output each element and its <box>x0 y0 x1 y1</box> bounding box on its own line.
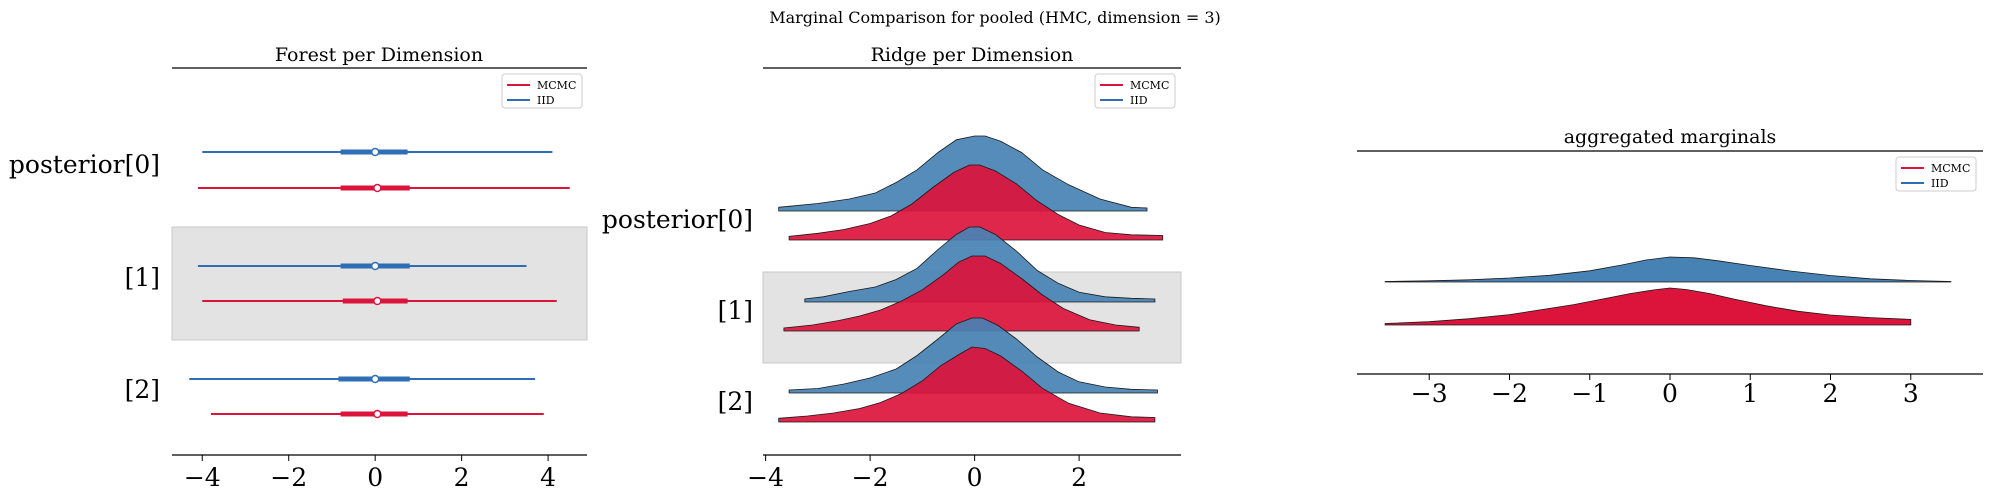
x-tick-label: 2 <box>454 463 470 492</box>
aggregated-density-iid <box>1384 256 1952 283</box>
ridge-density-mcmc <box>788 164 1164 241</box>
x-tick-label: −2 <box>852 463 889 492</box>
point-estimate-iid <box>370 147 380 157</box>
x-tick-label: −2 <box>270 463 307 492</box>
shaded-row-band <box>171 226 588 341</box>
x-tick-label: 2 <box>1071 463 1087 492</box>
x-tick-label: −1 <box>1571 379 1608 408</box>
x-tick-label: −4 <box>184 463 221 492</box>
ridge-density-mcmc <box>783 255 1140 332</box>
legend-label-iid: IID <box>1130 94 1148 107</box>
point-estimate-mcmc <box>373 296 382 306</box>
point-estimate-mcmc <box>373 183 382 193</box>
x-tick-label: 0 <box>967 463 983 492</box>
y-label-row-0: posterior[0] <box>9 150 160 179</box>
aggregated-title: aggregated marginals <box>1564 126 1777 148</box>
ridge-panel: Ridge per Dimension −4 −2 0 2 posterior[0] [1… <box>602 44 1182 492</box>
y-label-row-1: [1] <box>125 263 160 292</box>
aggregated-density-mcmc <box>1384 287 1912 326</box>
forest-title: Forest per Dimension <box>275 44 483 66</box>
x-tick-label: 3 <box>1903 379 1919 408</box>
x-tick-label: −2 <box>1491 379 1528 408</box>
x-tick-label: −3 <box>1411 379 1448 408</box>
legend-label-iid: IID <box>537 94 555 107</box>
y-label-row-2: [2] <box>718 387 753 416</box>
ridge-density-mcmc <box>778 346 1156 423</box>
x-tick-label: −4 <box>747 463 784 492</box>
x-tick-label: 0 <box>1662 379 1678 408</box>
y-label-row-2: [2] <box>125 375 160 404</box>
ridge-title: Ridge per Dimension <box>871 44 1074 66</box>
forest-panel: Forest per Dimension −4 −2 0 2 4 posterior[0]… <box>9 44 588 492</box>
x-tick-label: 1 <box>1742 379 1758 408</box>
figure-suptitle: Marginal Comparison for pooled (HMC, dim… <box>769 8 1221 27</box>
point-estimate-iid <box>370 261 380 271</box>
legend-label-mcmc: MCMC <box>1931 162 1970 175</box>
aggregated-panel: aggregated marginals −3 −2 −1 0 1 2 3 MCMC IID <box>1357 126 1983 408</box>
legend-label-iid: IID <box>1931 177 1949 190</box>
x-tick-label: 0 <box>367 463 383 492</box>
y-label-row-1: [1] <box>718 296 753 325</box>
y-label-row-0: posterior[0] <box>602 205 753 234</box>
legend-label-mcmc: MCMC <box>1130 79 1169 92</box>
legend-label-mcmc: MCMC <box>537 79 576 92</box>
x-tick-label: 4 <box>540 463 556 492</box>
point-estimate-mcmc <box>373 409 382 419</box>
x-tick-label: 2 <box>1823 379 1839 408</box>
point-estimate-iid <box>370 374 380 384</box>
